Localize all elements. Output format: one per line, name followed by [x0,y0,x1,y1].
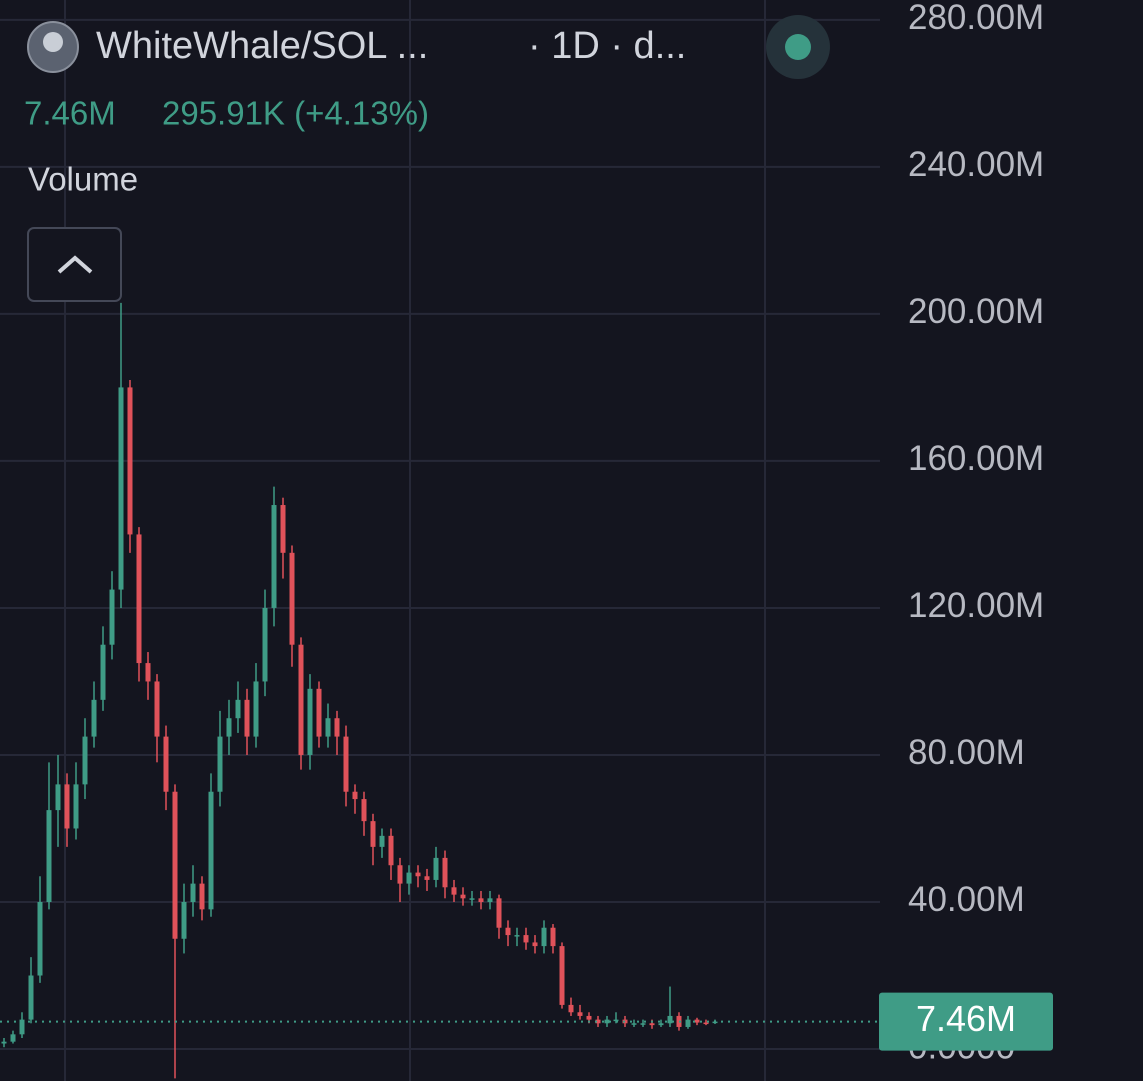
candle-body [550,927,556,947]
y-tick-label: 80.00M [908,733,1025,772]
candle-body [631,1023,637,1025]
candle-body [316,688,322,737]
candle-body [613,1019,619,1022]
candle-body [154,681,160,737]
candle-body [127,387,133,535]
candle-body [361,799,367,822]
candle-body [253,681,259,737]
candle-body [118,387,124,590]
collapse-button[interactable] [27,227,122,302]
candle-body [73,784,79,829]
candle-body [190,883,196,902]
candle-body [469,898,475,900]
candle-body [352,791,358,800]
candle-body [136,534,142,664]
candle-body [217,736,223,792]
candle-body [406,872,412,884]
candle-body [208,791,214,910]
candle-body [478,898,484,902]
candle-body [1,1041,7,1044]
last-value: 7.46M [24,95,116,132]
candle-body [64,784,70,829]
candle-body [244,699,250,737]
candle-body [388,835,394,866]
candle-body [226,718,232,737]
candle-body [262,607,268,682]
status-dot [785,34,811,60]
candle-body [199,883,205,910]
candle-body [703,1022,709,1025]
candle-body [622,1019,628,1024]
candle-body [532,942,538,947]
candle-body [559,946,565,1005]
candle-body [577,1012,583,1016]
candle-body [298,644,304,755]
candle-body [46,810,52,902]
last-price-box [879,992,1053,1051]
y-tick-label: 200.00M [908,292,1044,331]
candle-body [667,1015,673,1024]
candle-body [109,589,115,645]
candle-body [334,718,340,737]
symbol-title[interactable]: WhiteWhale/SOL ... [96,25,428,67]
candle-body [343,736,349,792]
candle-body [541,927,547,947]
y-tick-label: 40.00M [908,880,1025,919]
candle-body [640,1023,646,1025]
candle-body [235,699,241,719]
y-tick-label: 240.00M [908,145,1044,184]
candle-body [523,935,529,943]
candle-body [379,835,385,847]
candle-body [19,1019,25,1035]
candle-body [370,821,376,847]
candle-body [685,1019,691,1027]
candle-body [289,552,295,645]
candle-body [82,736,88,785]
candle-body [496,898,502,928]
y-tick-label: 280.00M [908,0,1044,37]
candle-body [28,975,34,1020]
candle-body [451,887,457,895]
indicator-label[interactable]: Volume [28,161,138,198]
change: 295.91K (+4.13%) [162,95,429,132]
candle-body [568,1004,574,1013]
interval[interactable]: · 1D · d... [528,25,686,67]
candle-body [181,901,187,939]
y-tick-label: 120.00M [908,586,1044,625]
candle-body [145,663,151,682]
collapse-icon [57,255,93,274]
candle-body [55,784,61,811]
last-price-label: 7.46M [916,998,1016,1039]
candle-body [271,505,277,608]
candle-body [649,1023,655,1026]
candle-body [460,894,466,899]
candle-body [100,644,106,700]
candle-body [10,1034,16,1042]
candle-body [586,1015,592,1020]
candle-body [514,935,520,937]
candle-body [163,736,169,792]
candle-body [424,876,430,880]
candle-body [280,505,286,553]
candle-body [487,898,493,902]
candle-body [172,791,178,939]
candle-body [658,1023,664,1026]
symbol-icon-detail [43,32,63,52]
candle-body [307,688,313,755]
candle-body [595,1019,601,1024]
candle-body [91,699,97,737]
candle-body [397,865,403,884]
candle-body [442,857,448,888]
candle-body [505,927,511,936]
candle-body [325,718,331,737]
y-tick-label: 160.00M [908,439,1044,478]
candle-body [694,1019,700,1023]
candle-body [415,872,421,877]
candle-body [433,857,439,880]
candle-body [37,901,43,976]
candle-body [604,1019,610,1024]
